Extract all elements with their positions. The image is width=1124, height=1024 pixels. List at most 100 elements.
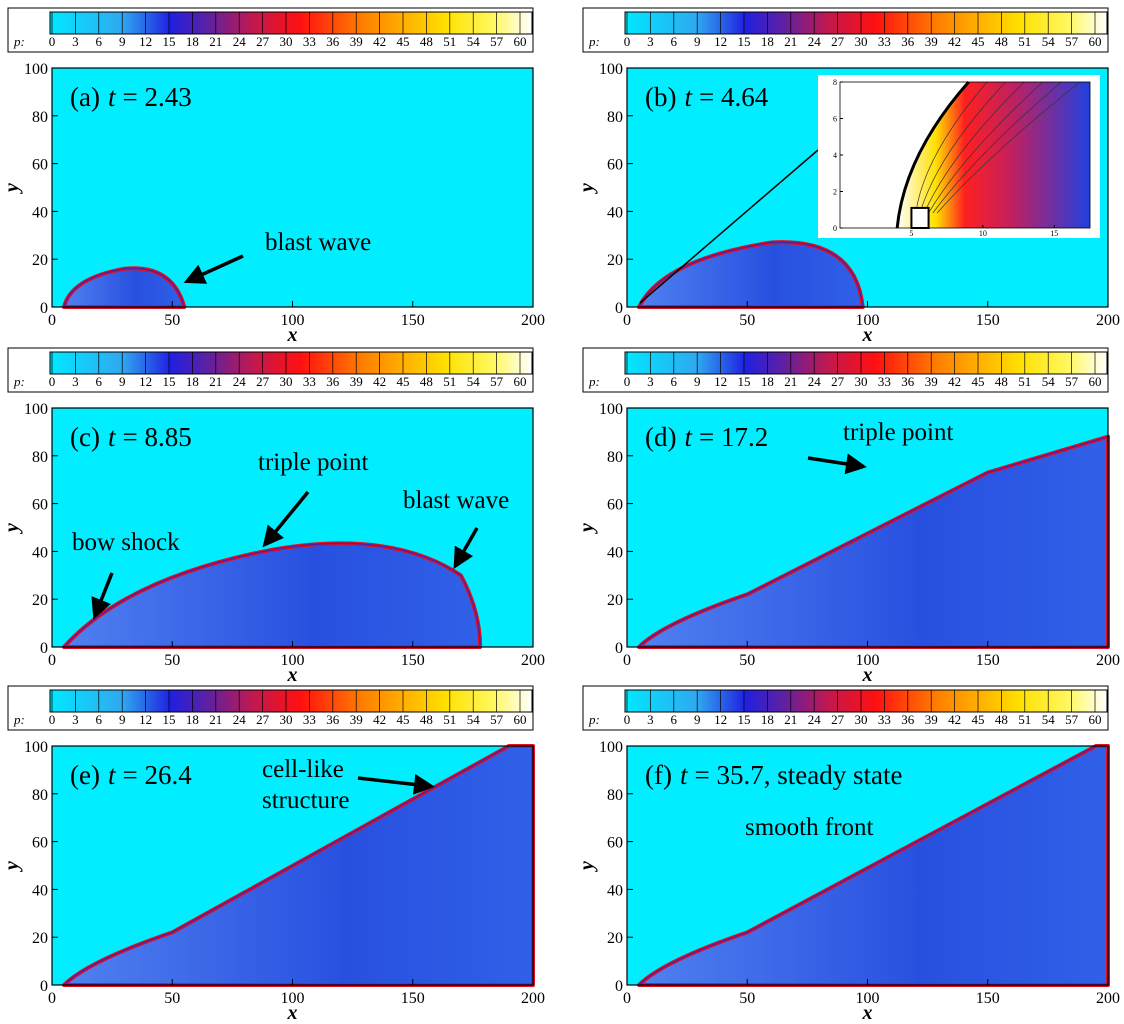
colorbar-label: p:: [588, 712, 600, 727]
y-axis-label: y: [1, 861, 23, 872]
y-tick-label: 80: [32, 109, 48, 126]
colorbar-tick-label: 51: [443, 34, 456, 49]
annotation: cell-like: [262, 756, 344, 783]
panel: p: 0 3 6 9 12 15 18 21 24 27 30 33 36 39 42 45 48 51 54 57 60…: [576, 685, 1120, 1024]
x-axis-label: x: [287, 664, 298, 686]
colorbar-tick-label: 48: [420, 34, 433, 49]
colorbar-tick-label: 39: [350, 374, 363, 389]
colorbar-label: p:: [13, 712, 25, 727]
colorbar-tick-label: 21: [209, 712, 222, 727]
colorbar-tick-label: 30: [855, 34, 868, 49]
colorbar-tick-label: 51: [443, 712, 456, 727]
colorbar: [49, 11, 533, 35]
colorbar-tick-label: 12: [714, 712, 727, 727]
colorbar-label: p:: [13, 374, 25, 389]
colorbar-tick-label: 0: [624, 712, 631, 727]
time-symbol: t: [108, 760, 117, 790]
colorbar-tick-label: 3: [72, 712, 79, 727]
colorbar-label: p:: [588, 34, 600, 49]
colorbar-tick-label: 3: [647, 34, 654, 49]
colorbar-tick-label: 57: [1065, 712, 1079, 727]
x-tick-label: 0: [48, 652, 56, 669]
colorbar-tick-label: 15: [163, 374, 176, 389]
annotation: triple point: [843, 419, 953, 446]
colorbar: [624, 351, 1108, 375]
colorbar-tick-label: 12: [139, 712, 152, 727]
inset-contour: [915, 81, 988, 214]
y-axis-label: y: [1, 523, 23, 534]
colorbar-tick-label: 54: [1042, 34, 1056, 49]
colorbar-tick-label: 51: [1018, 34, 1031, 49]
colorbar-tick-label: 45: [397, 34, 410, 49]
colorbar-tick-label: 21: [209, 34, 222, 49]
y-tick-label: 20: [607, 930, 623, 947]
arrow: [357, 773, 435, 795]
x-tick-label: 50: [164, 990, 180, 1007]
y-tick-label: 100: [599, 739, 623, 756]
colorbar-tick-label: 9: [694, 712, 701, 727]
colorbar-tick-label: 33: [303, 374, 316, 389]
colorbar-tick-label: 27: [256, 34, 270, 49]
colorbar-tick-label: 21: [209, 374, 222, 389]
panel-label: (c) t = 8.85: [70, 422, 192, 452]
x-tick-label: 100: [856, 990, 880, 1007]
annotation: blast wave: [403, 487, 509, 514]
colorbar-tick-label: 0: [49, 34, 56, 49]
annotation: structure: [262, 787, 349, 814]
y-axis-label: y: [576, 523, 598, 534]
x-tick-label: 0: [48, 990, 56, 1007]
colorbar-tick-label: 57: [490, 712, 504, 727]
x-tick-label: 150: [976, 652, 1000, 669]
panel: p: 0 3 6 9 12 15 18 21 24 27 30 33 36 39 42 45 48 51 54 57 60…: [576, 347, 1120, 686]
y-tick-label: 0: [40, 978, 48, 995]
inset-y-tick-label: 8: [833, 78, 837, 87]
colorbar-tick-label: 33: [303, 34, 316, 49]
shock-edge: [63, 267, 186, 308]
time-symbol: t: [684, 422, 693, 452]
colorbar-tick-label: 0: [624, 34, 631, 49]
colorbar-tick-label: 24: [233, 34, 247, 49]
panel-label: (e) t = 26.4: [70, 760, 192, 790]
time-symbol: t: [680, 760, 689, 790]
colorbar-tick-label: 3: [72, 374, 79, 389]
y-tick-label: 20: [607, 592, 623, 609]
colorbar-tick-label: 48: [420, 712, 433, 727]
colorbar-tick-label: 30: [280, 374, 293, 389]
colorbar-tick-label: 15: [738, 34, 751, 49]
colorbar-tick-label: 45: [972, 374, 985, 389]
y-tick-label: 80: [607, 449, 623, 466]
colorbar-tick-label: 3: [647, 712, 654, 727]
x-tick-label: 50: [164, 652, 180, 669]
x-tick-label: 50: [739, 990, 755, 1007]
y-tick-label: 40: [32, 204, 48, 221]
colorbar-tick-label: 21: [784, 34, 797, 49]
colorbar-tick-label: 39: [925, 374, 938, 389]
colorbar-tick-label: 39: [350, 712, 363, 727]
y-tick-label: 60: [607, 835, 623, 852]
y-tick-label: 20: [32, 252, 48, 269]
colorbar-tick-label: 12: [139, 34, 152, 49]
colorbar-tick-label: 27: [831, 34, 845, 49]
y-tick-label: 60: [607, 497, 623, 514]
colorbar-tick-label: 24: [808, 374, 822, 389]
x-tick-label: 50: [739, 312, 755, 329]
panel-letter: (a): [70, 82, 100, 112]
colorbar-tick-label: 48: [420, 374, 433, 389]
panel-label: (b) t = 4.64: [645, 82, 769, 112]
colorbar-tick-label: 24: [233, 374, 247, 389]
colorbar-tick-label: 42: [948, 712, 961, 727]
x-tick-label: 100: [281, 990, 305, 1007]
colorbar: [624, 689, 1108, 713]
colorbar-tick-label: 57: [1065, 374, 1079, 389]
x-tick-label: 50: [164, 312, 180, 329]
shock-edge: [637, 435, 1109, 648]
colorbar-tick-label: 30: [855, 374, 868, 389]
time-value: = 8.85: [122, 422, 191, 452]
colorbar-tick-label: 36: [326, 34, 340, 49]
x-tick-label: 150: [401, 312, 425, 329]
y-tick-label: 40: [32, 882, 48, 899]
x-tick-label: 0: [623, 990, 631, 1007]
colorbar-tick-label: 54: [467, 374, 481, 389]
x-tick-label: 100: [281, 312, 305, 329]
colorbar-tick-label: 3: [72, 34, 79, 49]
